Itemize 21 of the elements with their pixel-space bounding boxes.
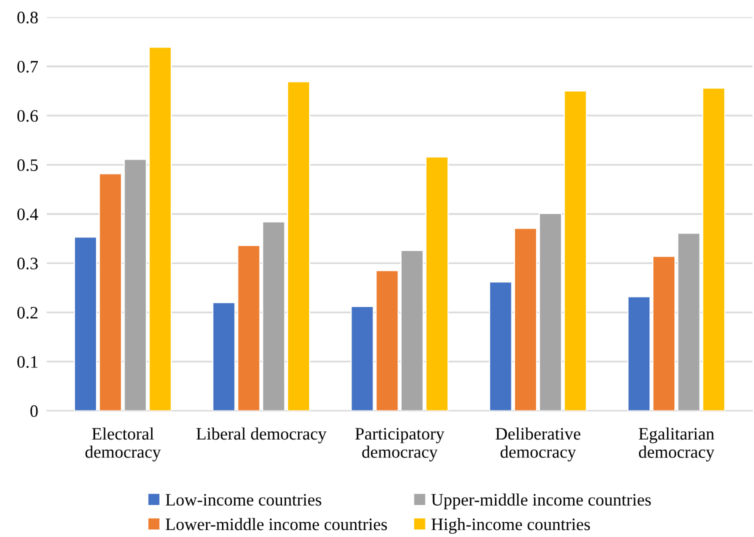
y-tick-label: 0 (30, 405, 38, 417)
y-tick-label: 0.1 (17, 356, 38, 368)
x-tick-label: Liberal democracy (196, 427, 326, 444)
x-tick-label: Participatory democracy (355, 428, 444, 462)
x-tick-label: Egalitarian democracy (638, 427, 714, 462)
bar (74, 236, 98, 411)
y-tick-label: 0.2 (17, 306, 38, 319)
y-tick-label: 0.3 (17, 258, 38, 270)
y-tick-label: 0.8 (17, 12, 38, 24)
y-tick-label: 0.7 (17, 60, 38, 73)
legend-label: Upper-middle income countries (431, 493, 651, 510)
bar (425, 156, 449, 411)
y-tick-label: 0.6 (17, 110, 38, 122)
bar (627, 296, 651, 411)
legend-label: Low-income countries (166, 494, 322, 506)
x-tick-label: Electoral democracy (85, 427, 161, 462)
legend-label: Lower-middle income countries (166, 518, 387, 530)
legend-label: High-income countries (431, 518, 590, 534)
y-tick-label: 0.5 (17, 159, 38, 172)
y-tick-label: 0.4 (17, 208, 38, 220)
x-tick-label: Deliberative democracy (496, 427, 580, 462)
